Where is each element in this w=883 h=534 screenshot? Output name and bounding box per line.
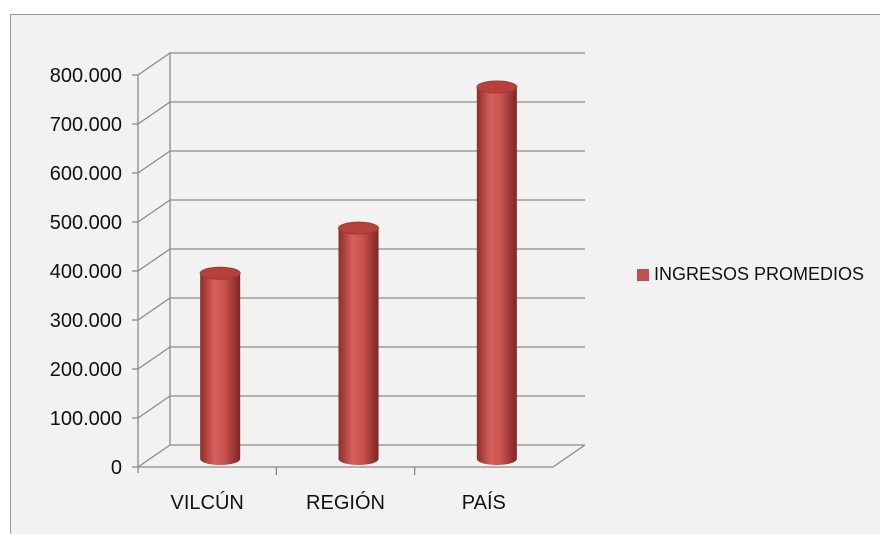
y-tick-label: 300.000: [50, 310, 122, 332]
bar: [199, 266, 241, 465]
gridline: [137, 150, 585, 174]
x-axis-labels: VILCÚN REGIÓN PAÍS: [170, 491, 505, 514]
floor-edge: [552, 444, 586, 468]
y-tick-label: 700.000: [50, 114, 122, 136]
gridline: [137, 199, 585, 223]
y-tick-label: 100.000: [50, 408, 122, 430]
y-tick-label: 800.000: [50, 65, 122, 87]
y-axis-ticks: 0 100.000 200.000 300.000 400.000 500.000 600.…: [50, 65, 138, 479]
gridline: [137, 297, 585, 321]
y-tick-label: 500.000: [50, 212, 122, 234]
chart-area: [10, 14, 880, 534]
gridline: [137, 248, 585, 272]
legend-swatch: [637, 268, 649, 281]
x-tick-label: VILCÚN: [170, 491, 243, 514]
x-tick-label: REGIÓN: [306, 491, 385, 514]
bar: [338, 221, 379, 465]
gridline: [137, 346, 585, 370]
gridline: [137, 395, 585, 419]
gridlines: [137, 52, 585, 468]
gridline: [137, 101, 585, 125]
gridline: [137, 444, 585, 468]
y-tick-label: 0: [111, 457, 122, 479]
y-tick-label: 200.000: [50, 359, 122, 381]
gridline: [137, 52, 585, 76]
y-tick-label: 400.000: [50, 261, 122, 283]
bar: [476, 80, 518, 465]
y-tick-label: 600.000: [50, 163, 122, 185]
legend-label: INGRESOS PROMEDIOS: [654, 264, 865, 284]
legend: INGRESOS PROMEDIOS: [637, 264, 864, 285]
bars: [199, 80, 518, 465]
x-tick-label: PAÍS: [462, 491, 506, 514]
